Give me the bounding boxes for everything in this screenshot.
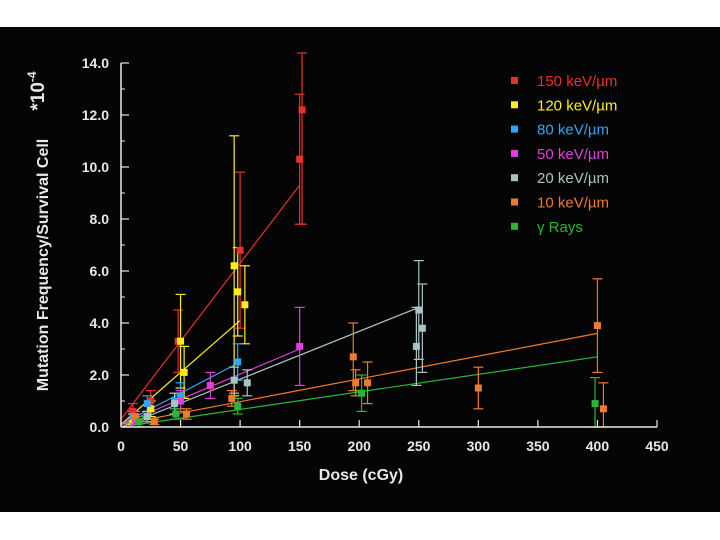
data-point [352, 379, 360, 387]
data-point [206, 381, 214, 389]
data-point [228, 394, 236, 402]
y-tick-label: 8.0 [90, 211, 110, 227]
data-point [177, 392, 185, 400]
data-point [415, 306, 423, 314]
legend: 150 keV/µm 120 keV/µm 80 keV/µm 50 keV/µm 20… [511, 73, 617, 236]
y-tick-label: 10.0 [82, 159, 109, 175]
data-point [358, 389, 366, 397]
x-tick-label: 250 [407, 438, 431, 454]
data-point [593, 322, 601, 330]
x-tick-label: 400 [586, 438, 610, 454]
axes [120, 63, 657, 428]
legend-marker [511, 101, 518, 109]
data-point [183, 410, 191, 418]
data-point [296, 342, 304, 350]
x-tick-label: 200 [348, 438, 372, 454]
x-axis-title: Dose (cGy) [319, 467, 403, 484]
data-point [234, 358, 242, 366]
legend-marker [511, 198, 518, 206]
slide-background: 0 50 100 150 200 250 300 350 400 450 0.0 2.0 4.0 6.0… [0, 27, 720, 512]
data-point [177, 397, 185, 405]
data-point [599, 405, 607, 413]
legend-marker [511, 222, 518, 230]
data-point [147, 397, 155, 405]
x-tick-label: 350 [526, 438, 550, 454]
y-tick-label: 6.0 [90, 263, 110, 279]
y-axis-multiplier: *10-4 [25, 71, 49, 111]
legend-label: γ Rays [537, 219, 583, 236]
legend-marker [511, 125, 518, 133]
legend-marker [511, 77, 518, 84]
legend-label: 10 keV/µm [537, 195, 609, 212]
data-point [177, 337, 185, 345]
data-point [364, 379, 372, 387]
data-point [296, 155, 304, 163]
data-point [143, 413, 151, 421]
data-point [241, 301, 249, 309]
y-tick-label: 0.0 [90, 419, 110, 435]
legend-label: 80 keV/µm [537, 122, 609, 139]
x-tick-label: 100 [228, 438, 252, 454]
x-tick-label: 450 [645, 438, 669, 454]
y-tick-label: 12.0 [82, 107, 109, 123]
fit-line [120, 306, 420, 428]
x-tick-label: 50 [173, 438, 189, 454]
y-axis-title: Mutation Frequency/Survival Cell [35, 139, 52, 392]
x-tick-label: 150 [288, 438, 312, 454]
data-point [349, 353, 357, 361]
x-tick-label: 300 [467, 438, 491, 454]
data-point [143, 400, 151, 408]
x-tick-label: 0 [117, 438, 125, 454]
data-point [236, 246, 244, 254]
data-point [171, 400, 179, 408]
fit-line [120, 332, 598, 425]
data-point [298, 106, 306, 114]
x-axis-ticks: 0 50 100 150 200 250 300 350 400 450 [117, 420, 669, 454]
fit-line [120, 184, 301, 420]
legend-label: 120 keV/µm [537, 97, 617, 114]
y-axis-ticks: 0.0 2.0 4.0 6.0 8.0 10.0 12.0 14.0 [82, 55, 129, 435]
y-tick-label: 4.0 [90, 315, 110, 331]
data-point [412, 342, 420, 350]
data-point [150, 418, 158, 426]
data-point [230, 262, 238, 270]
legend-marker [511, 174, 518, 182]
data-point [180, 368, 188, 376]
data-point [234, 402, 242, 410]
data-point [147, 405, 155, 413]
y-tick-label: 14.0 [82, 55, 109, 71]
data-point [230, 376, 238, 384]
y-tick-label: 2.0 [90, 367, 110, 383]
data-point [234, 288, 242, 296]
data-point [131, 413, 139, 421]
data-point [172, 410, 180, 418]
scatter-chart: 0 50 100 150 200 250 300 350 400 450 0.0 2.0 4.0 6.0… [25, 52, 669, 484]
data-point [135, 418, 143, 426]
data-point [474, 384, 482, 392]
legend-label: 50 keV/µm [537, 146, 609, 163]
data-point [243, 379, 251, 387]
data-point [591, 400, 599, 408]
legend-label: 20 keV/µm [537, 170, 609, 187]
data-point [418, 324, 426, 332]
legend-label: 150 keV/µm [537, 73, 617, 90]
legend-marker [511, 149, 518, 157]
data-point [129, 407, 137, 415]
data-points [129, 106, 607, 426]
